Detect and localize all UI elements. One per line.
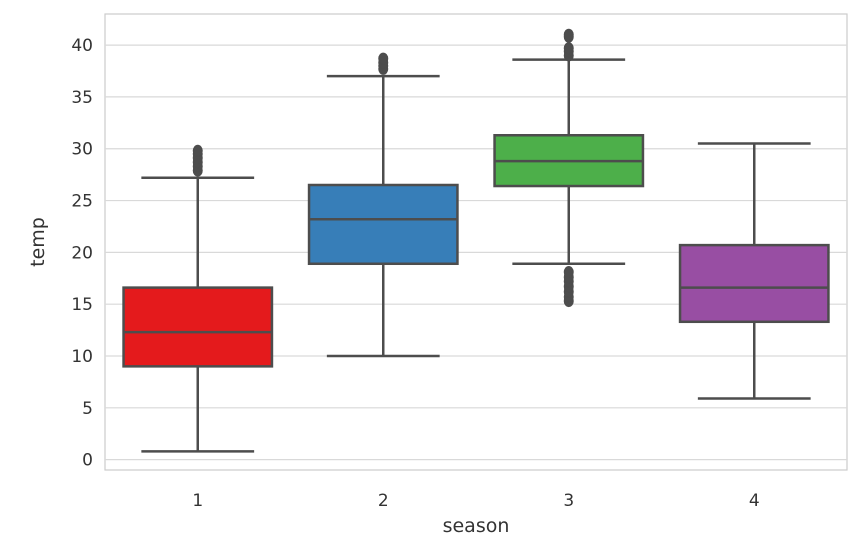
y-tick-label-0: 0 [82,451,93,471]
outlier-3-2 [563,42,574,55]
plot-area [104,13,848,471]
x-tick-label-1: 1 [192,491,203,511]
box-1 [122,286,274,368]
box-4 [678,243,830,324]
x-axis-label: season [443,515,510,537]
y-axis-label: temp [27,217,49,267]
box-group-1 [122,144,274,453]
x-axis-ticks: 1 2 3 4 [192,491,759,511]
y-axis-ticks: 0 5 10 15 20 25 30 35 40 [71,36,93,471]
outlier-3-4 [563,28,574,41]
box-2 [307,183,459,266]
outlier-1-5 [192,144,203,157]
y-tick-label-40: 40 [71,36,93,56]
y-tick-label-5: 5 [82,399,93,419]
y-tick-label-20: 20 [71,243,93,263]
box-group-3 [493,28,645,308]
outlier-3-11 [563,266,574,279]
boxes [122,28,830,453]
box-group-2 [307,52,459,358]
x-tick-label-3: 3 [563,491,574,511]
y-tick-label-35: 35 [71,88,93,108]
x-tick-label-4: 4 [749,491,760,511]
x-tick-label-2: 2 [378,491,389,511]
y-tick-label-15: 15 [71,295,93,315]
box-group-4 [678,142,830,400]
y-tick-label-30: 30 [71,140,93,160]
y-tick-label-10: 10 [71,347,93,367]
y-tick-label-25: 25 [71,192,93,212]
outlier-2-3 [378,52,389,65]
